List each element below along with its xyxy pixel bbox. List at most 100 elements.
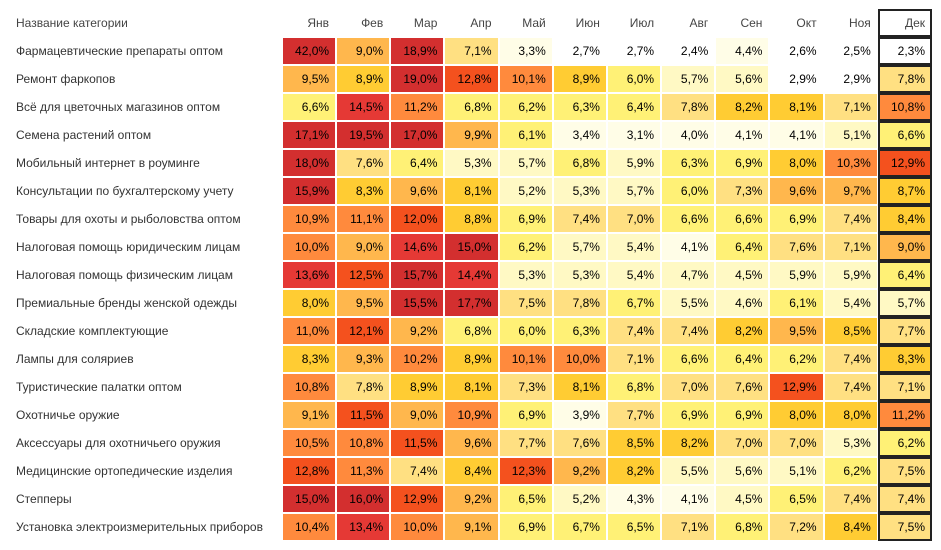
value-cell: 4,5%	[716, 262, 768, 288]
value-cell: 5,3%	[500, 262, 552, 288]
value-cell: 5,5%	[662, 290, 714, 316]
month-header: Мар	[391, 10, 443, 36]
value-cell: 4,6%	[716, 290, 768, 316]
table-row: Премиальные бренды женской одежды8,0%9,5…	[10, 290, 931, 316]
table-row: Лампы для соляриев8,3%9,3%10,2%8,9%10,1%…	[10, 346, 931, 372]
value-cell: 8,0%	[770, 402, 822, 428]
value-cell: 18,9%	[391, 38, 443, 64]
value-cell: 8,0%	[825, 402, 877, 428]
value-cell: 5,7%	[662, 66, 714, 92]
value-cell: 15,9%	[283, 178, 335, 204]
value-cell: 12,8%	[445, 66, 497, 92]
value-cell: 5,2%	[554, 486, 606, 512]
value-cell: 9,6%	[445, 430, 497, 456]
value-cell: 5,3%	[445, 150, 497, 176]
value-cell: 7,4%	[825, 346, 877, 372]
value-cell: 6,3%	[554, 318, 606, 344]
value-cell: 8,1%	[770, 94, 822, 120]
value-cell: 5,3%	[554, 178, 606, 204]
value-cell: 3,3%	[500, 38, 552, 64]
value-cell: 2,7%	[554, 38, 606, 64]
month-header: Июл	[608, 10, 660, 36]
table-row: Ремонт фаркопов9,5%8,9%19,0%12,8%10,1%8,…	[10, 66, 931, 92]
value-cell: 8,2%	[662, 430, 714, 456]
table-row: Налоговая помощь юридическим лицам10,0%9…	[10, 234, 931, 260]
value-cell: 6,4%	[716, 234, 768, 260]
value-cell: 17,7%	[445, 290, 497, 316]
month-header: Ноя	[825, 10, 877, 36]
value-cell: 11,3%	[337, 458, 389, 484]
value-cell: 7,1%	[825, 94, 877, 120]
value-cell: 7,3%	[716, 178, 768, 204]
value-cell: 12,5%	[337, 262, 389, 288]
value-cell: 10,0%	[283, 234, 335, 260]
table-row: Складские комплектующие11,0%12,1%9,2%6,8…	[10, 318, 931, 344]
value-cell: 6,7%	[608, 290, 660, 316]
value-cell: 7,4%	[608, 318, 660, 344]
value-cell: 7,8%	[554, 290, 606, 316]
value-cell: 7,4%	[879, 486, 931, 512]
value-cell: 8,1%	[445, 374, 497, 400]
value-cell: 8,9%	[391, 374, 443, 400]
value-cell: 15,0%	[283, 486, 335, 512]
value-cell: 8,9%	[445, 346, 497, 372]
value-cell: 10,1%	[500, 66, 552, 92]
value-cell: 10,8%	[283, 374, 335, 400]
value-cell: 7,4%	[391, 458, 443, 484]
value-cell: 6,4%	[879, 262, 931, 288]
value-cell: 6,0%	[608, 66, 660, 92]
value-cell: 7,1%	[825, 234, 877, 260]
value-cell: 8,4%	[825, 514, 877, 540]
value-cell: 9,6%	[770, 178, 822, 204]
value-cell: 12,0%	[391, 206, 443, 232]
value-cell: 6,8%	[445, 318, 497, 344]
month-header: Июн	[554, 10, 606, 36]
month-header: Янв	[283, 10, 335, 36]
value-cell: 5,2%	[500, 178, 552, 204]
value-cell: 9,7%	[825, 178, 877, 204]
value-cell: 4,0%	[662, 122, 714, 148]
value-cell: 5,3%	[554, 262, 606, 288]
value-cell: 15,5%	[391, 290, 443, 316]
value-cell: 5,7%	[500, 150, 552, 176]
value-cell: 5,4%	[825, 290, 877, 316]
value-cell: 7,2%	[770, 514, 822, 540]
value-cell: 9,0%	[337, 234, 389, 260]
category-cell: Степперы	[10, 486, 281, 512]
value-cell: 6,1%	[770, 290, 822, 316]
value-cell: 10,0%	[554, 346, 606, 372]
category-cell: Лампы для соляриев	[10, 346, 281, 372]
value-cell: 42,0%	[283, 38, 335, 64]
value-cell: 6,6%	[283, 94, 335, 120]
value-cell: 6,4%	[391, 150, 443, 176]
value-cell: 14,4%	[445, 262, 497, 288]
category-cell: Премиальные бренды женской одежды	[10, 290, 281, 316]
value-cell: 8,0%	[283, 290, 335, 316]
value-cell: 12,3%	[500, 458, 552, 484]
value-cell: 6,5%	[770, 486, 822, 512]
value-cell: 7,7%	[608, 402, 660, 428]
category-cell: Фармацевтические препараты оптом	[10, 38, 281, 64]
value-cell: 6,4%	[716, 346, 768, 372]
value-cell: 5,6%	[716, 66, 768, 92]
value-cell: 6,6%	[662, 346, 714, 372]
value-cell: 9,5%	[770, 318, 822, 344]
value-cell: 2,7%	[608, 38, 660, 64]
value-cell: 7,0%	[716, 430, 768, 456]
value-cell: 11,2%	[879, 402, 931, 428]
value-cell: 12,9%	[391, 486, 443, 512]
category-cell: Установка электроизмерительных приборов	[10, 514, 281, 540]
table-row: Товары для охоты и рыболовства оптом10,9…	[10, 206, 931, 232]
value-cell: 6,1%	[500, 122, 552, 148]
category-cell: Всё для цветочных магазинов оптом	[10, 94, 281, 120]
value-cell: 12,9%	[879, 150, 931, 176]
table-row: Консультации по бухгалтерскому учету15,9…	[10, 178, 931, 204]
category-cell: Консультации по бухгалтерскому учету	[10, 178, 281, 204]
value-cell: 3,1%	[608, 122, 660, 148]
value-cell: 13,4%	[337, 514, 389, 540]
value-cell: 6,9%	[500, 514, 552, 540]
value-cell: 7,6%	[337, 150, 389, 176]
value-cell: 5,7%	[554, 234, 606, 260]
value-cell: 4,5%	[716, 486, 768, 512]
value-cell: 8,9%	[337, 66, 389, 92]
